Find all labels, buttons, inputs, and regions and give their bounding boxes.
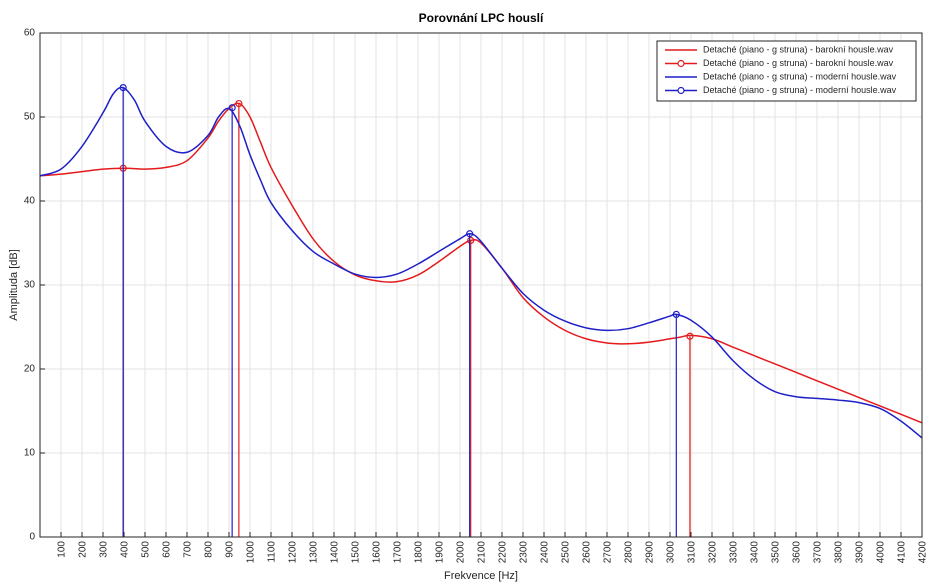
stem-marker	[686, 332, 694, 340]
x-tick-label: 2900	[645, 541, 656, 564]
x-tick-label: 4000	[876, 541, 887, 564]
x-tick-label: 3600	[792, 541, 803, 564]
legend-label: Detaché (piano - g struna) - barokní hou…	[703, 44, 894, 54]
series-0	[40, 102, 922, 424]
series-3	[119, 83, 680, 537]
x-tick-label: 800	[204, 541, 215, 558]
x-tick-label: 3800	[834, 541, 845, 564]
x-tick-label: 1300	[309, 541, 320, 564]
stem-marker	[466, 230, 474, 238]
x-tick-label: 1400	[330, 541, 341, 564]
x-tick-label: 3400	[750, 541, 761, 564]
series-line	[40, 86, 922, 439]
x-tick-label: 1200	[288, 541, 299, 564]
legend: Detaché (piano - g struna) - barokní hou…	[656, 40, 917, 102]
x-tick-label: 1600	[372, 541, 383, 564]
series-2	[40, 86, 922, 439]
legend-item: Detaché (piano - g struna) - barokní hou…	[665, 44, 894, 54]
x-tick-label: 900	[225, 541, 236, 558]
x-tick-label: 1800	[414, 541, 425, 564]
x-tick-label: 4200	[918, 541, 927, 564]
stem-marker	[672, 310, 680, 318]
x-tick-label: 2200	[498, 541, 509, 564]
x-tick-label: 2600	[582, 541, 593, 564]
x-tick-label: 2400	[540, 541, 551, 564]
y-tick-label: 0	[29, 532, 35, 543]
x-tick-label: 500	[141, 541, 152, 558]
legend-item: Detaché (piano - g struna) - moderní hou…	[665, 85, 897, 95]
x-tick-label: 4100	[897, 541, 908, 564]
series-line	[40, 102, 922, 424]
stem-marker	[228, 104, 236, 112]
grid-lines	[40, 33, 923, 537]
stem-marker	[119, 83, 127, 92]
legend-marker-swatch	[677, 86, 685, 95]
x-tick-label: 2800	[624, 541, 635, 564]
x-tick-label: 2300	[519, 541, 530, 564]
chart-title: Porovnání LPC houslí	[419, 11, 544, 25]
x-tick-label: 600	[162, 541, 173, 558]
x-tick-label: 3900	[855, 541, 866, 564]
x-tick-label: 1000	[246, 541, 257, 564]
x-tick-label: 1100	[267, 541, 278, 563]
x-tick-label: 2100	[477, 541, 488, 564]
x-tick-label: 200	[78, 541, 89, 558]
x-tick-label: 100	[57, 541, 68, 558]
legend-item: Detaché (piano - g struna) - barokní hou…	[665, 58, 894, 68]
x-tick-label: 2700	[603, 541, 614, 564]
x-tick-label: 700	[183, 541, 194, 558]
x-ticks: 100 200 300 400 500 600 700 800 900 1000 1100 1200 1…	[57, 532, 927, 563]
legend-marker-swatch	[677, 59, 685, 68]
legend-item: Detaché (piano - g struna) - moderní hou…	[665, 71, 897, 81]
y-tick-label: 10	[24, 448, 36, 459]
legend-box	[656, 40, 917, 102]
x-tick-label: 3500	[771, 541, 782, 564]
legend-label: Detaché (piano - g struna) - moderní hou…	[703, 85, 897, 95]
stem-marker	[235, 99, 243, 108]
series-layer	[40, 83, 922, 537]
y-tick-label: 60	[24, 28, 36, 39]
x-axis-title: Frekvence [Hz]	[444, 570, 518, 582]
y-tick-label: 30	[24, 280, 36, 291]
y-tick-label: 20	[24, 364, 36, 375]
x-tick-label: 300	[99, 541, 110, 558]
x-tick-label: 1900	[435, 541, 446, 564]
x-tick-label: 3000	[666, 541, 677, 564]
x-tick-label: 400	[120, 541, 131, 558]
x-tick-label: 3200	[708, 541, 719, 564]
legend-label: Detaché (piano - g struna) - barokní hou…	[703, 58, 894, 68]
x-tick-label: 3300	[729, 541, 740, 564]
x-tick-label: 3100	[687, 541, 698, 564]
x-tick-label: 3700	[813, 541, 824, 564]
y-tick-label: 50	[24, 112, 36, 123]
y-tick-label: 40	[24, 196, 36, 207]
x-tick-label: 2500	[561, 541, 572, 564]
x-tick-label: 1500	[351, 541, 362, 564]
stem-marker	[467, 236, 475, 245]
y-axis-title: Amplituda [dB]	[8, 249, 20, 321]
legend-label: Detaché (piano - g struna) - moderní hou…	[703, 71, 897, 81]
y-ticks: 0 10 20 30 40 50 60	[24, 28, 45, 543]
x-tick-label: 2000	[456, 541, 467, 564]
x-tick-label: 1700	[393, 541, 404, 564]
